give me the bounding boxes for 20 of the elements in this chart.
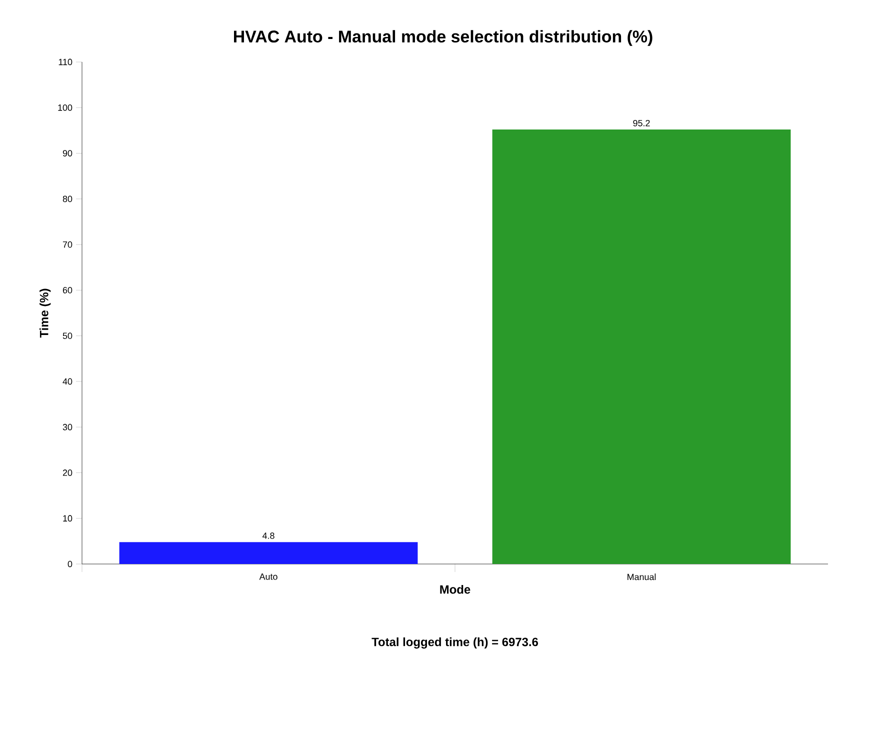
y-tick-label: 10 <box>63 515 72 522</box>
y-tick-label: 40 <box>62 378 72 385</box>
y-tick-label: 100 <box>58 104 72 111</box>
x-tick-label: Auto <box>259 574 278 580</box>
y-tick-label: 60 <box>62 286 72 294</box>
y-tick-label: 30 <box>62 424 72 430</box>
y-tick-label: 80 <box>62 196 72 202</box>
y-tick-label: 50 <box>62 332 72 339</box>
text: Total logged time (h) = 6973.6 <box>372 637 538 649</box>
y-tick-label: 70 <box>62 241 72 248</box>
y-tick-label: 0 <box>68 560 72 568</box>
data-label: 95.2 <box>633 120 650 126</box>
x-axis-title: Mode <box>440 584 470 594</box>
x-tick-label: Manual <box>628 574 656 580</box>
y-tick-label: 20 <box>62 470 72 476</box>
data-label: 4.8 <box>262 532 274 539</box>
chart-title: HVAC Auto - Manual mode selection distribution (%) <box>234 30 652 46</box>
y-axis-title: Time (%) <box>40 288 51 338</box>
y-tick-label: 110 <box>58 58 72 66</box>
y-tick-label: 90 <box>62 150 72 156</box>
